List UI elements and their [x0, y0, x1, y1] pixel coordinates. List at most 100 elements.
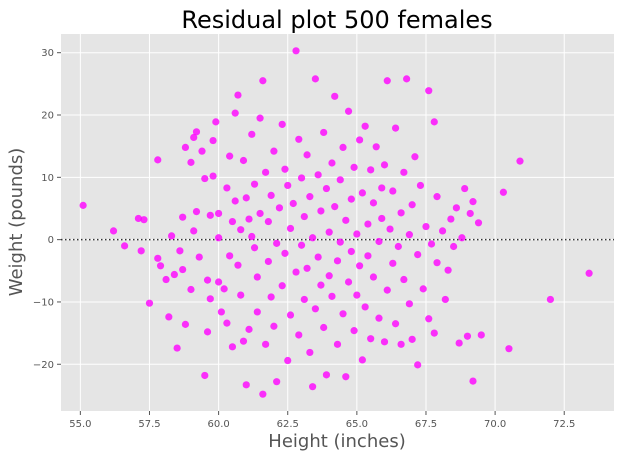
data-point	[380, 338, 389, 346]
data-point	[322, 184, 331, 193]
data-point	[350, 163, 358, 171]
data-point	[353, 291, 361, 299]
data-point	[364, 220, 372, 228]
data-point	[192, 207, 201, 216]
data-point	[414, 250, 422, 259]
data-point	[109, 227, 118, 235]
data-point	[433, 193, 441, 201]
data-point	[303, 151, 311, 159]
x-axis-label: Height (inches)	[268, 431, 405, 452]
y-tick-label: 30	[41, 48, 54, 59]
data-point	[253, 308, 261, 316]
data-point	[187, 285, 195, 294]
x-tick-label: 55.0	[69, 419, 91, 430]
data-point	[242, 194, 250, 202]
data-point	[322, 371, 331, 379]
data-point	[477, 331, 485, 339]
data-point	[414, 361, 422, 369]
data-point	[237, 226, 245, 234]
data-point	[140, 216, 148, 224]
data-point	[297, 241, 306, 249]
data-point	[248, 232, 256, 241]
data-point	[328, 292, 336, 300]
data-point	[408, 335, 416, 343]
data-point	[430, 329, 438, 337]
data-point	[342, 373, 350, 381]
data-point	[336, 238, 344, 246]
data-point	[339, 143, 347, 152]
data-point	[411, 153, 419, 161]
data-point	[259, 390, 267, 398]
data-point	[223, 184, 231, 192]
y-tick-label: 20	[41, 111, 54, 122]
data-point	[284, 181, 292, 190]
data-point	[375, 237, 383, 246]
data-point	[309, 234, 317, 242]
y-tick-label: −20	[33, 360, 54, 371]
data-point	[369, 199, 378, 207]
y-tick-label: 10	[41, 173, 54, 184]
data-point	[262, 340, 270, 348]
data-point	[239, 156, 248, 165]
data-point	[220, 285, 228, 293]
data-point	[154, 156, 162, 164]
data-point	[190, 133, 198, 142]
data-point	[455, 339, 463, 347]
data-point	[162, 275, 170, 284]
data-point	[336, 176, 344, 184]
data-point	[284, 356, 292, 365]
data-point	[505, 345, 513, 353]
data-point	[198, 147, 206, 155]
data-point	[267, 191, 275, 199]
data-point	[259, 77, 267, 85]
data-point	[306, 348, 314, 357]
data-point	[306, 193, 314, 201]
data-point	[333, 340, 342, 348]
data-point	[256, 209, 264, 218]
y-axis-ticks: −20 −10 0 10 20 30	[33, 48, 61, 371]
data-point	[314, 171, 322, 179]
data-point	[403, 75, 411, 83]
data-point	[270, 147, 278, 155]
data-point	[273, 378, 281, 386]
data-point	[215, 278, 223, 286]
data-point	[281, 249, 289, 257]
data-point	[372, 143, 380, 151]
data-point	[187, 158, 195, 166]
data-point	[458, 234, 466, 242]
data-point	[217, 308, 225, 316]
data-point	[516, 157, 524, 165]
x-tick-label: 72.5	[553, 419, 575, 430]
data-point	[206, 295, 214, 303]
data-point	[250, 244, 259, 252]
data-point	[173, 344, 181, 352]
data-point	[170, 270, 178, 279]
data-point	[353, 230, 361, 238]
x-tick-label: 62.5	[277, 419, 299, 430]
data-point	[452, 204, 460, 212]
data-point	[250, 180, 259, 188]
data-point	[286, 224, 295, 233]
data-point	[463, 332, 472, 340]
data-point	[195, 253, 203, 261]
data-point	[300, 212, 308, 221]
data-point	[206, 211, 214, 219]
data-point	[356, 262, 364, 270]
data-point	[226, 152, 234, 160]
data-point	[400, 275, 408, 284]
data-point	[447, 215, 455, 223]
data-point	[405, 231, 413, 239]
data-point	[425, 315, 433, 323]
data-point	[300, 295, 308, 304]
data-point	[325, 272, 333, 280]
data-point	[358, 356, 366, 364]
data-point	[317, 281, 325, 289]
data-point	[179, 213, 187, 221]
data-point	[394, 242, 402, 251]
data-point	[215, 209, 223, 218]
data-point	[405, 300, 413, 308]
data-point	[181, 320, 190, 328]
data-point	[380, 161, 389, 169]
data-point	[397, 209, 405, 217]
